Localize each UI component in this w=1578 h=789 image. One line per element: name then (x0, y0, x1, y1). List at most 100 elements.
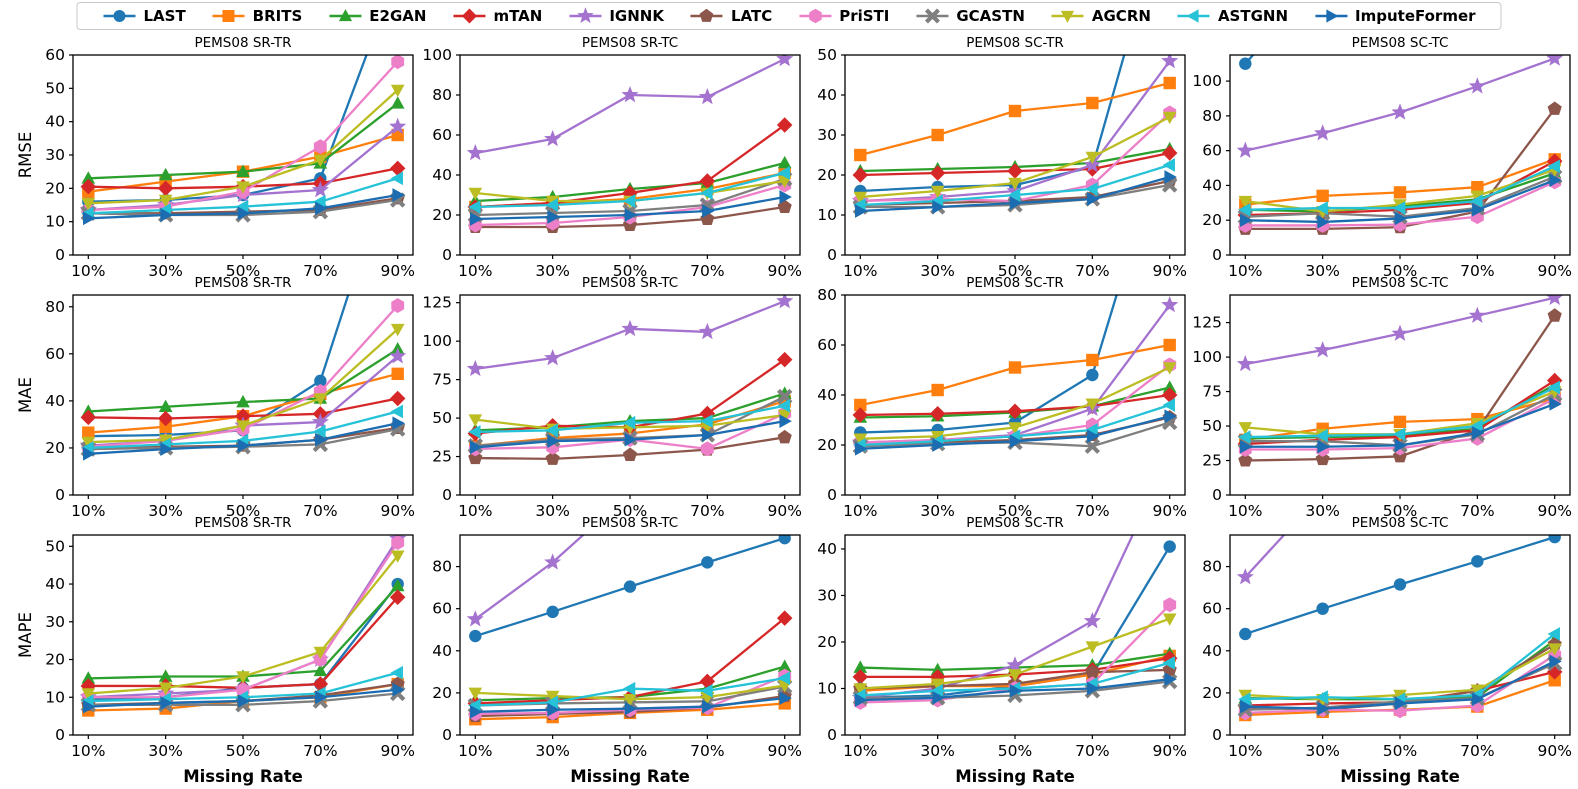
legend-item-ignnk: IGNNK (555, 6, 677, 26)
series-imputeformer (83, 188, 405, 226)
y-tick-label: 40 (432, 166, 452, 184)
y-tick-label: 0 (1212, 726, 1222, 744)
series-ignnk (1236, 55, 1564, 158)
legend-item-latc: LATC (677, 6, 785, 26)
triangle-down-marker (777, 175, 792, 189)
triangle-up-marker (338, 9, 352, 22)
hexagon-marker (391, 535, 405, 550)
y-tick-label: 10 (817, 206, 837, 224)
star-marker (157, 196, 175, 213)
x-marker (1237, 433, 1253, 449)
triangle-left-marker (390, 404, 403, 419)
square-marker (546, 710, 559, 724)
y-tick-label: 80 (1202, 558, 1222, 576)
triangle-down-marker (1238, 422, 1253, 435)
triangle-down-marker (313, 154, 328, 168)
pentagon-marker (1392, 695, 1408, 710)
star-marker (1083, 612, 1101, 629)
star-marker (234, 186, 252, 203)
triangle-up-marker (158, 399, 173, 413)
legend-marker-triangle-up-icon (329, 9, 362, 22)
y-tick-label: 60 (432, 600, 452, 618)
square-marker (314, 387, 327, 401)
x-marker (235, 207, 251, 223)
plot-area (851, 535, 1178, 710)
circle-marker (854, 184, 867, 198)
triangle-left-marker (545, 423, 558, 438)
pentagon-marker (468, 450, 483, 465)
y-tick-label: 80 (817, 286, 837, 304)
triangle-down-marker (158, 194, 173, 208)
square-marker (778, 166, 791, 180)
series-astgnn (468, 166, 790, 214)
triangle-up-marker (81, 404, 96, 417)
x-marker (235, 697, 251, 713)
square-marker (159, 702, 172, 715)
x-marker (1314, 205, 1331, 221)
circle-marker (236, 188, 250, 202)
triangle-down-marker (1315, 429, 1330, 442)
x-marker (699, 197, 716, 213)
triangle-up-marker (1008, 159, 1022, 173)
square-marker (1393, 703, 1407, 716)
triangle-right-marker (624, 701, 638, 716)
triangle-up-marker (1085, 658, 1100, 671)
hexagon-marker (1238, 217, 1252, 233)
square-marker (1239, 433, 1252, 447)
series-agcrn (1238, 643, 1562, 707)
diamond-marker (852, 167, 869, 183)
triangle-up-marker (1470, 689, 1485, 703)
star-marker (1006, 656, 1024, 673)
series-latc (853, 410, 1177, 452)
diamond-marker (929, 406, 946, 422)
triangle-down-marker (623, 195, 637, 209)
x-tick-label: 90% (767, 502, 801, 520)
x-marker (467, 207, 483, 223)
triangle-left-marker (777, 166, 790, 180)
diamond-marker (389, 589, 406, 606)
chart-pems08-sc-tr-mape: PEMS08 SC-TR 0 10 20 30 40 10% 30% 50% 70% 90% Miss… (790, 511, 1193, 789)
triangle-right-marker (624, 432, 638, 447)
x-tick-label: 70% (690, 742, 724, 760)
series-imputeformer (855, 672, 1177, 707)
x-tick-label: 30% (1305, 502, 1339, 520)
square-marker (778, 697, 791, 710)
triangle-down-marker (1162, 613, 1177, 626)
series-e2gan (81, 578, 405, 684)
x-tick-label: 10% (843, 262, 877, 280)
triangle-down-marker (1238, 689, 1253, 703)
hexagon-marker (700, 199, 714, 215)
x-tick-label: 70% (690, 262, 724, 280)
series-last (469, 535, 791, 643)
triangle-left-marker (700, 414, 713, 428)
legend-label: PriSTI (839, 7, 890, 25)
x-marker (622, 203, 638, 219)
x-tick-label: 30% (535, 262, 569, 280)
triangle-up-marker (545, 189, 560, 203)
diamond-marker (1161, 387, 1178, 403)
star-marker (1468, 306, 1486, 323)
diamond-marker (852, 669, 869, 685)
x-tick-label: 70% (303, 502, 337, 520)
y-tick-label: 40 (45, 575, 65, 593)
triangle-up-marker (545, 420, 560, 433)
star-marker (1546, 295, 1564, 306)
x-tick-label: 10% (843, 502, 877, 520)
square-marker (778, 394, 791, 408)
hexagon-marker (623, 702, 637, 718)
legend-marker-triangle-right-icon (1315, 9, 1348, 23)
diamond-marker (80, 178, 97, 195)
legend-label: LAST (143, 7, 186, 25)
series-brits (854, 76, 1176, 162)
triangle-down-marker (1085, 151, 1100, 165)
circle-marker (159, 428, 172, 442)
triangle-down-marker (1008, 177, 1022, 191)
pentagon-marker (545, 451, 560, 465)
star-marker (1161, 296, 1179, 313)
hexagon-marker (778, 668, 792, 684)
triangle-up-marker (930, 662, 945, 676)
triangle-right-marker (1325, 9, 1338, 23)
x-marker (699, 427, 716, 443)
chart-pems08-sc-tr-rmse: PEMS08 SC-TR 0 10 20 30 40 50 10% 30% 50% 70% 90% (790, 31, 1193, 287)
